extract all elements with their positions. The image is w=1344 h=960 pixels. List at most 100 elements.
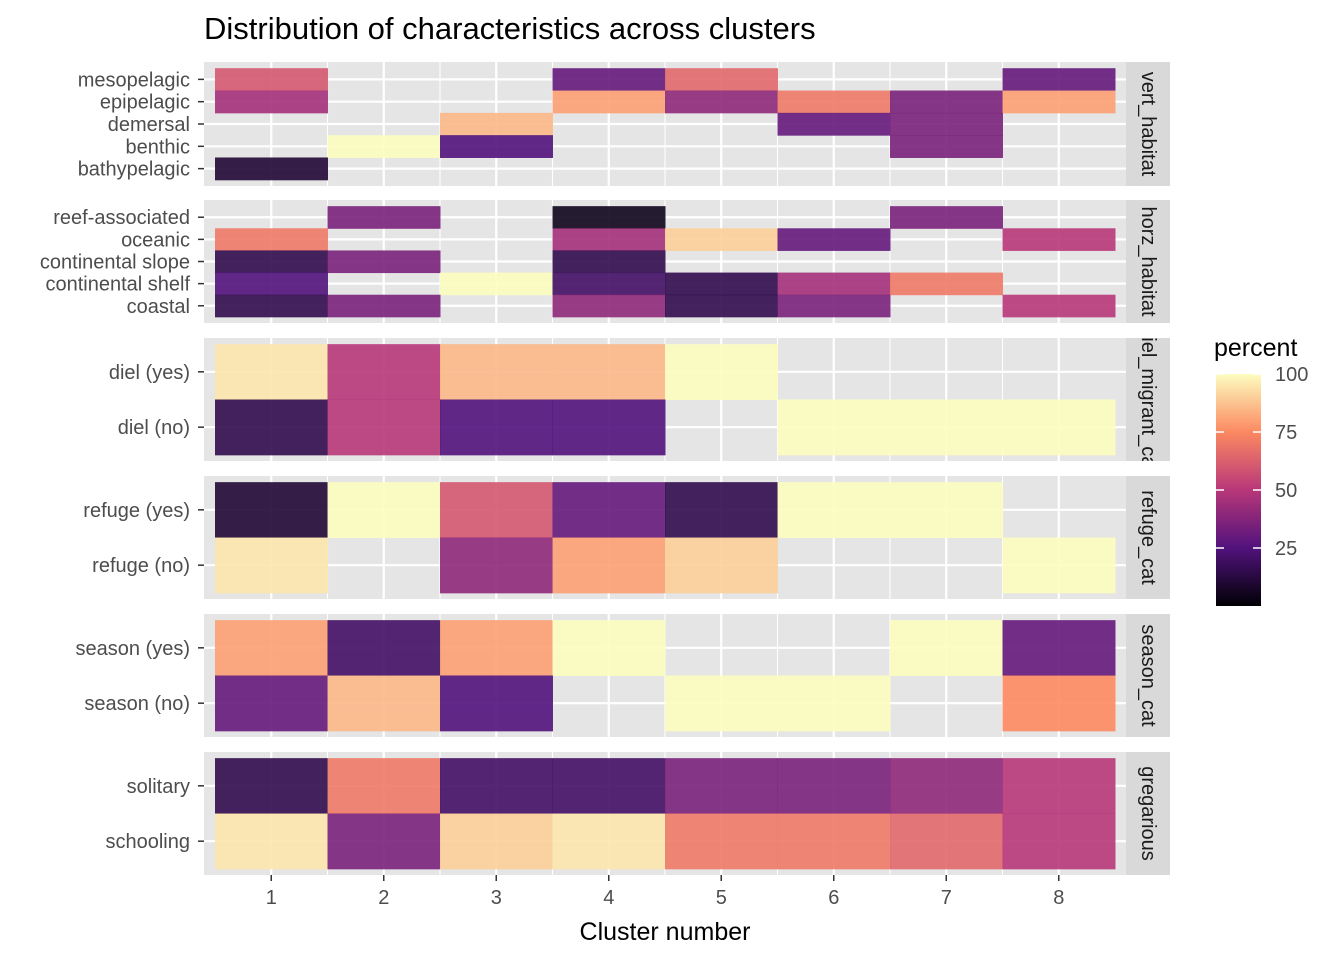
tile-diel-migrant-cat-diel-no--cluster-3	[440, 399, 553, 456]
x-tick-label: 6	[828, 887, 839, 909]
legend: percent 25 50 75 100	[1214, 334, 1308, 606]
tile-season-cat-season-no--cluster-5	[665, 675, 778, 732]
y-tick-label: diel (no)	[118, 417, 190, 439]
tile-horz-habitat-continental-shelf-cluster-3	[440, 272, 553, 296]
tile-horz-habitat-oceanic-cluster-1	[215, 228, 328, 251]
tile-gregarious-solitary-cluster-6	[777, 758, 891, 814]
tile-horz-habitat-continental-slope-cluster-2	[327, 250, 441, 274]
tile-horz-habitat-continental-shelf-cluster-7	[890, 272, 1003, 296]
legend-title: percent	[1214, 334, 1297, 362]
tile-horz-habitat-coastal-cluster-8	[1002, 294, 1116, 318]
tile-refuge-cat-refuge-yes--cluster-3	[440, 482, 553, 538]
tile-vert-habitat-epipelagic-cluster-5	[665, 90, 778, 114]
tile-vert-habitat-benthic-cluster-3	[440, 135, 553, 158]
tile-gregarious-schooling-cluster-5	[665, 813, 778, 870]
tile-refuge-cat-refuge-yes--cluster-6	[777, 482, 891, 538]
tile-diel-migrant-cat-diel-no--cluster-6	[777, 399, 891, 456]
y-tick-label: mesopelagic	[78, 69, 190, 91]
tile-gregarious-schooling-cluster-8	[1002, 813, 1116, 870]
y-tick-label: epipelagic	[100, 92, 190, 114]
tile-vert-habitat-epipelagic-cluster-4	[552, 90, 666, 114]
tile-season-cat-season-yes--cluster-4	[552, 620, 666, 676]
x-tick-label: 2	[378, 887, 389, 909]
y-tick-label: season (no)	[84, 693, 190, 715]
tile-horz-habitat-continental-shelf-cluster-5	[665, 272, 778, 296]
tile-horz-habitat-coastal-cluster-1	[215, 294, 328, 318]
tile-vert-habitat-bathypelagic-cluster-1	[215, 157, 328, 181]
facet-panel-diel-migrant-cat: diel (yes) diel (no) diel_migrant_cat	[109, 326, 1170, 473]
tile-diel-migrant-cat-diel-yes--cluster-2	[327, 344, 441, 400]
tile-vert-habitat-mesopelagic-cluster-8	[1002, 68, 1116, 92]
tile-horz-habitat-oceanic-cluster-8	[1002, 228, 1116, 251]
tile-refuge-cat-refuge-no--cluster-3	[440, 537, 553, 594]
tile-diel-migrant-cat-diel-yes--cluster-1	[215, 344, 328, 400]
tile-gregarious-schooling-cluster-2	[327, 813, 441, 870]
tile-horz-habitat-continental-shelf-cluster-6	[777, 272, 891, 296]
y-tick-label: continental shelf	[45, 274, 190, 296]
tile-horz-habitat-oceanic-cluster-6	[777, 228, 891, 251]
tile-vert-habitat-epipelagic-cluster-6	[777, 90, 891, 114]
tile-horz-habitat-continental-shelf-cluster-4	[552, 272, 666, 296]
tile-vert-habitat-epipelagic-cluster-1	[215, 90, 328, 114]
tile-gregarious-schooling-cluster-4	[552, 813, 666, 870]
tile-season-cat-season-yes--cluster-3	[440, 620, 553, 676]
facet-strip	[1126, 614, 1170, 737]
y-tick-label: coastal	[127, 296, 190, 318]
facet-strip-label: horz_habitat	[1137, 206, 1159, 317]
legend-ticks: 25 50 75 100	[1216, 364, 1308, 560]
legend-tick-label: 25	[1275, 538, 1297, 560]
x-tick-label: 4	[603, 887, 614, 909]
facet-strip-label: refuge_cat	[1137, 490, 1159, 585]
tile-vert-habitat-mesopelagic-cluster-1	[215, 68, 328, 92]
tile-season-cat-season-yes--cluster-7	[890, 620, 1003, 676]
facet-strip	[1126, 200, 1170, 323]
tile-season-cat-season-yes--cluster-2	[327, 620, 441, 676]
tile-horz-habitat-continental-shelf-cluster-1	[215, 272, 328, 296]
tile-refuge-cat-refuge-yes--cluster-4	[552, 482, 666, 538]
tile-refuge-cat-refuge-no--cluster-1	[215, 537, 328, 594]
tile-gregarious-schooling-cluster-1	[215, 813, 328, 870]
y-tick-label: reef-associated	[53, 207, 190, 229]
tile-horz-habitat-coastal-cluster-2	[327, 294, 441, 318]
facet-strip	[1126, 338, 1170, 461]
tile-vert-habitat-benthic-cluster-7	[890, 135, 1003, 158]
tile-refuge-cat-refuge-yes--cluster-7	[890, 482, 1003, 538]
y-tick-label: schooling	[105, 831, 190, 853]
x-tick-label: 7	[941, 887, 952, 909]
tile-season-cat-season-yes--cluster-1	[215, 620, 328, 676]
y-tick-label: solitary	[127, 776, 190, 798]
tile-vert-habitat-demersal-cluster-6	[777, 112, 891, 136]
tile-diel-migrant-cat-diel-no--cluster-4	[552, 399, 666, 456]
tile-diel-migrant-cat-diel-no--cluster-1	[215, 399, 328, 456]
tile-horz-habitat-reef-associated-cluster-2	[327, 206, 441, 229]
tile-gregarious-solitary-cluster-7	[890, 758, 1003, 814]
tile-refuge-cat-refuge-yes--cluster-5	[665, 482, 778, 538]
tile-gregarious-solitary-cluster-4	[552, 758, 666, 814]
tile-horz-habitat-reef-associated-cluster-4	[552, 206, 666, 229]
tile-season-cat-season-yes--cluster-8	[1002, 620, 1116, 676]
tile-refuge-cat-refuge-no--cluster-8	[1002, 537, 1116, 594]
tile-horz-habitat-coastal-cluster-5	[665, 294, 778, 318]
facet-strip-label: season_cat	[1137, 624, 1159, 727]
tile-vert-habitat-demersal-cluster-7	[890, 112, 1003, 136]
tile-horz-habitat-oceanic-cluster-5	[665, 228, 778, 251]
tile-gregarious-solitary-cluster-3	[440, 758, 553, 814]
facet-strip	[1126, 476, 1170, 599]
tile-gregarious-schooling-cluster-3	[440, 813, 553, 870]
tile-gregarious-solitary-cluster-8	[1002, 758, 1116, 814]
legend-tick-label: 50	[1275, 480, 1297, 502]
tile-horz-habitat-continental-slope-cluster-1	[215, 250, 328, 274]
x-axis-label: Cluster number	[580, 918, 751, 946]
facet-strip-label: gregarious	[1137, 766, 1159, 861]
tile-gregarious-solitary-cluster-1	[215, 758, 328, 814]
y-tick-label: diel (yes)	[109, 362, 190, 384]
tile-diel-migrant-cat-diel-no--cluster-2	[327, 399, 441, 456]
tile-horz-habitat-coastal-cluster-6	[777, 294, 891, 318]
tile-refuge-cat-refuge-yes--cluster-1	[215, 482, 328, 538]
tile-vert-habitat-benthic-cluster-2	[327, 135, 441, 158]
tile-season-cat-season-no--cluster-3	[440, 675, 553, 732]
y-tick-label: bathypelagic	[78, 159, 190, 181]
x-tick-label: 3	[491, 887, 502, 909]
facet-strip-label: diel_migrant_cat	[1137, 326, 1159, 473]
